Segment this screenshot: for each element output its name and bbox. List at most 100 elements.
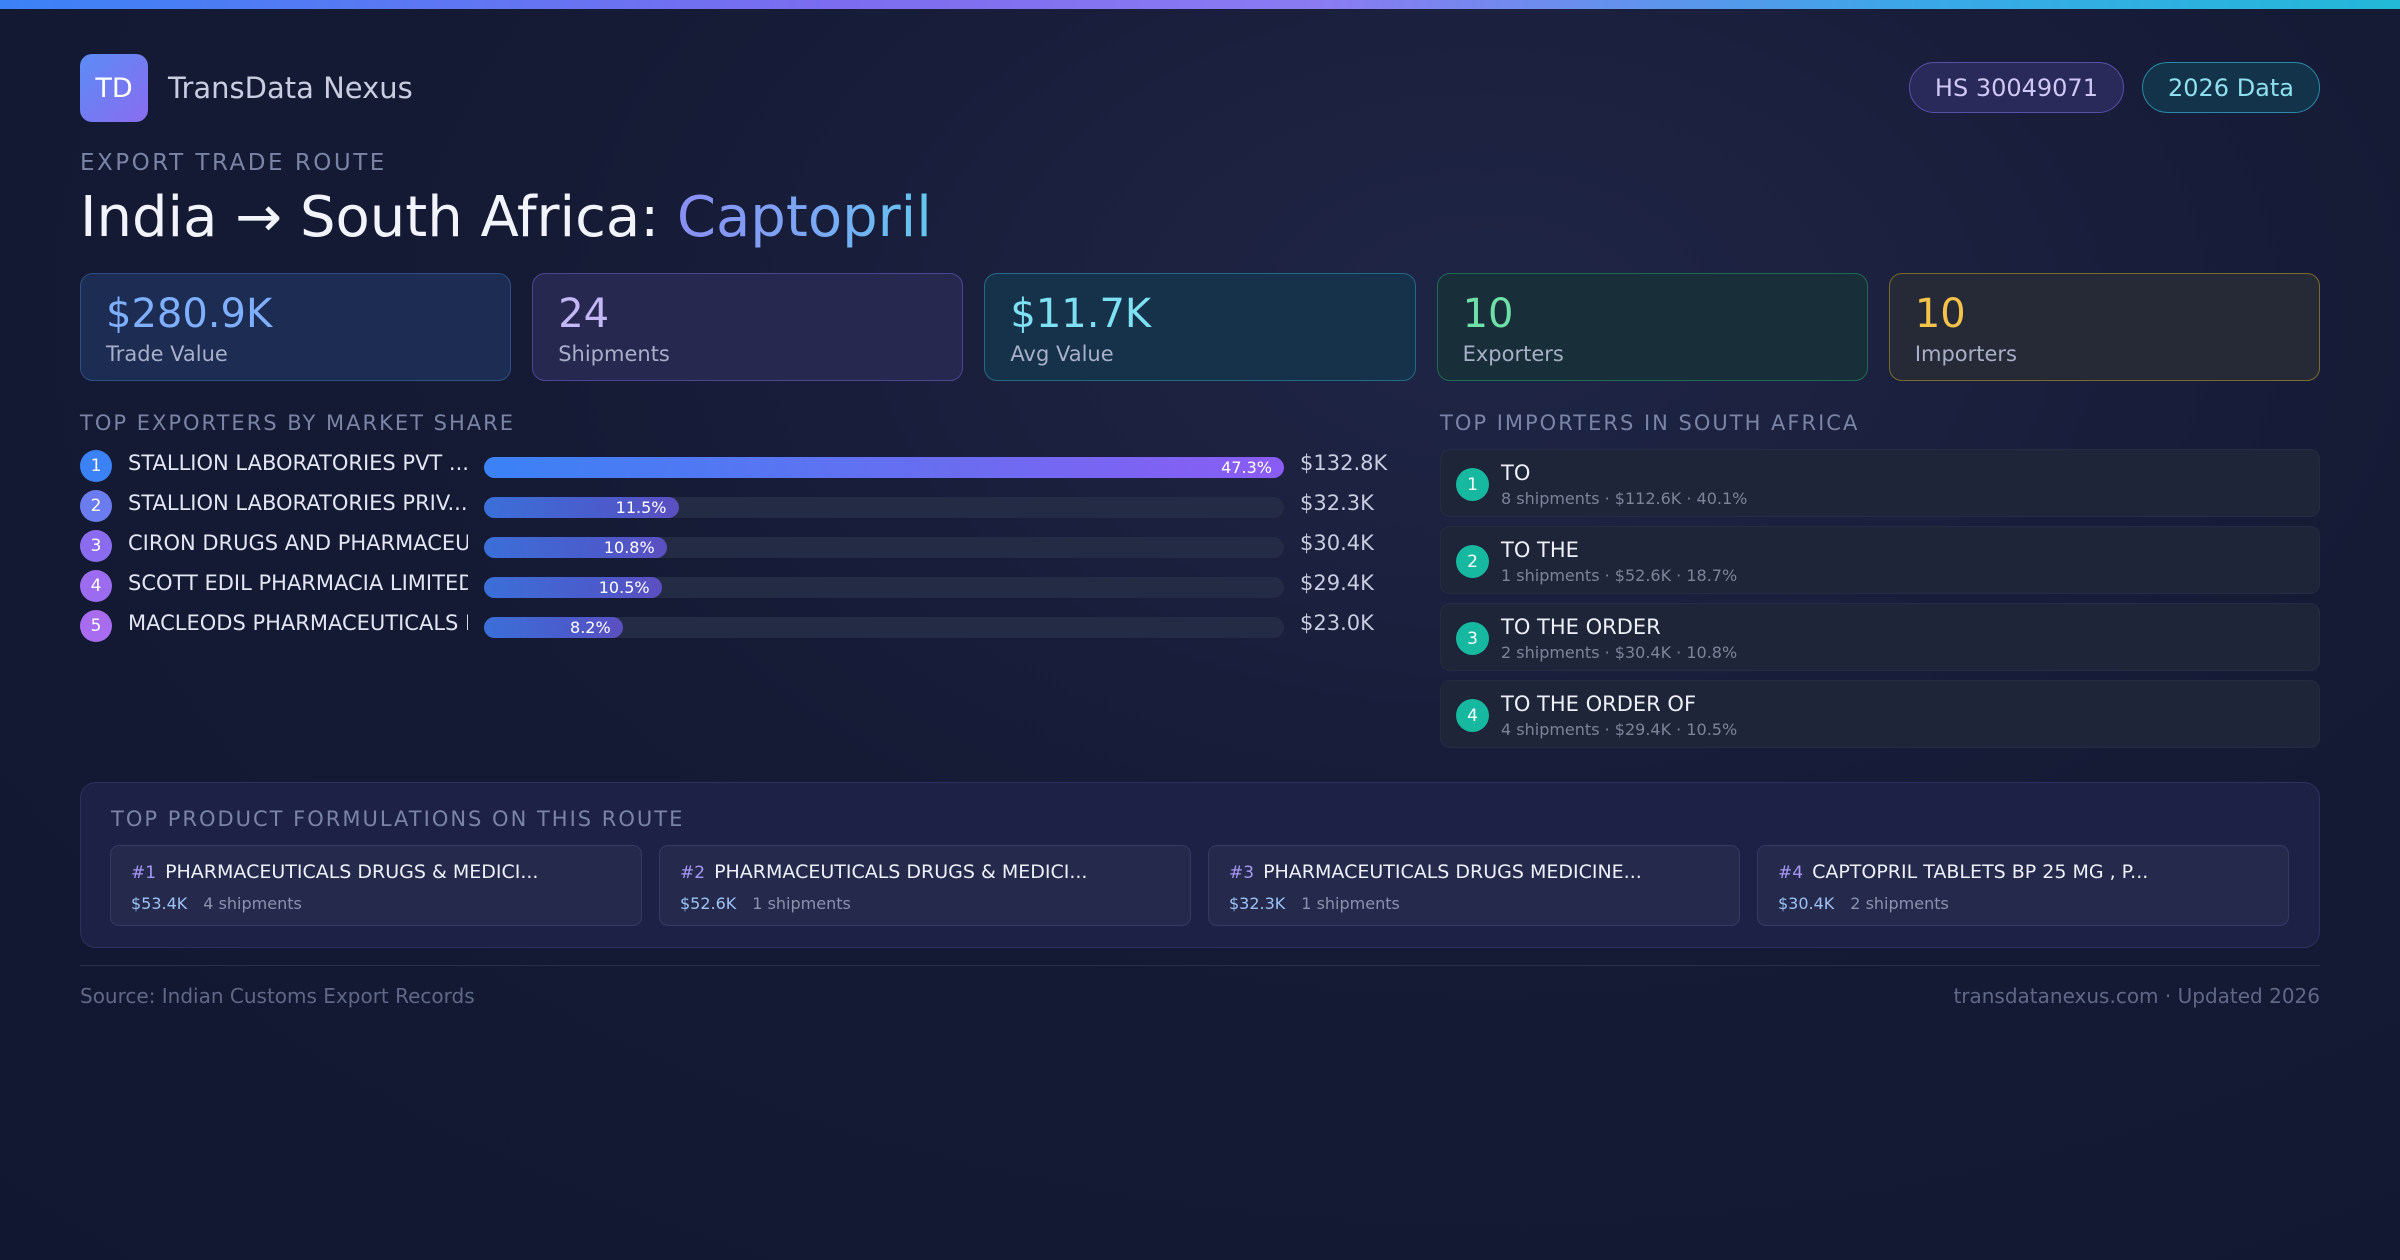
exporter-rank: 2 — [80, 490, 112, 522]
exporter-share-bar: 10.8% — [484, 537, 667, 558]
exporter-value: $29.4K — [1300, 571, 1374, 595]
hs-code-badge: HS 30049071 — [1908, 62, 2124, 113]
importer-name: TO THE ORDER OF — [1501, 692, 1697, 716]
formulation-rank: #1 — [131, 863, 157, 883]
exporter-rank: 4 — [80, 570, 112, 602]
exporters-list: 1 STALLION LABORATORIES PVT ... 47.3% $132.… — [80, 447, 1387, 647]
exporters-section-label: TOP EXPORTERS BY MARKET SHARE — [80, 411, 516, 435]
exporter-name: MACLEODS PHARMACEUTICALS L... — [128, 611, 468, 635]
route-eyebrow: EXPORT TRADE ROUTE — [80, 150, 387, 176]
formulation-name: CAPTOPRIL TABLETS BP 25 MG , P... — [1812, 861, 2149, 883]
importers-section-label: TOP IMPORTERS IN SOUTH AFRICA — [1440, 411, 1860, 435]
importer-name: TO THE ORDER — [1501, 615, 1661, 639]
formulation-value: $53.4K — [131, 894, 188, 913]
formulation-meta: $53.4K 4 shipments — [131, 894, 302, 913]
stat-label: Avg Value — [1010, 342, 1114, 366]
importer-card[interactable]: 1 TO 8 shipments · $112.6K · 40.1% — [1440, 449, 2320, 517]
importers-list: 1 TO 8 shipments · $112.6K · 40.1% 2 TO THE 1… — [1440, 449, 2320, 757]
brand-logo: TD — [80, 54, 148, 122]
stat-exporters: 10 Exporters — [1436, 273, 1868, 381]
footer-source: Source: Indian Customs Export Records — [80, 984, 475, 1008]
importer-card[interactable]: 2 TO THE 1 shipments · $52.6K · 18.7% — [1440, 526, 2320, 594]
formulation-rank: #3 — [1229, 863, 1255, 883]
formulation-value: $52.6K — [680, 894, 737, 913]
exporter-row[interactable]: 3 CIRON DRUGS AND PHARMACEUT... 10.8% $30.4… — [80, 527, 1380, 567]
formulations-cards: #1 PHARMACEUTICALS DRUGS & MEDICI... $53.4… — [110, 845, 2289, 926]
stat-cards: $280.9K Trade Value 24 Shipments $11.7K … — [80, 273, 2321, 381]
stat-value: 10 — [1914, 291, 1966, 337]
exporter-row[interactable]: 4 SCOTT EDIL PHARMACIA LIMITED 10.5% $29.4K — [80, 567, 1380, 607]
stat-value: 10 — [1462, 291, 1514, 337]
exporter-share-label: 11.5% — [615, 498, 667, 517]
exporter-rank: 1 — [80, 450, 112, 482]
formulation-name: PHARMACEUTICALS DRUGS & MEDICI... — [714, 861, 1088, 883]
product-name: Captopril — [676, 185, 932, 250]
stat-value: $280.9K — [106, 291, 273, 337]
brand[interactable]: TD TransData Nexus — [80, 54, 413, 122]
formulation-shipments: 1 shipments — [752, 894, 851, 913]
page-title: India → South Africa: Captopril — [80, 185, 932, 250]
exporter-name: STALLION LABORATORIES PVT ... — [128, 451, 468, 475]
exporter-name: CIRON DRUGS AND PHARMACEUT... — [128, 531, 468, 555]
importer-card[interactable]: 4 TO THE ORDER OF 4 shipments · $29.4K · 1… — [1440, 680, 2320, 748]
exporter-name: SCOTT EDIL PHARMACIA LIMITED — [128, 571, 468, 595]
exporter-value: $132.8K — [1300, 451, 1388, 475]
formulation-title: #4 CAPTOPRIL TABLETS BP 25 MG , P... — [1778, 861, 2148, 883]
formulation-shipments: 1 shipments — [1301, 894, 1400, 913]
exporter-row[interactable]: 1 STALLION LABORATORIES PVT ... 47.3% $132.… — [80, 447, 1387, 487]
data-year-badge: 2026 Data — [2141, 62, 2320, 113]
formulation-meta: $32.3K 1 shipments — [1229, 894, 1400, 913]
exporter-share-label: 8.2% — [570, 618, 611, 637]
importer-rank: 3 — [1456, 622, 1489, 655]
exporter-rank: 3 — [80, 530, 112, 562]
formulation-card[interactable]: #1 PHARMACEUTICALS DRUGS & MEDICI... $53.4… — [110, 845, 642, 926]
stat-label: Exporters — [1462, 342, 1564, 366]
importer-name: TO THE — [1501, 538, 1579, 562]
formulation-value: $32.3K — [1229, 894, 1286, 913]
stat-avg-value: $11.7K Avg Value — [984, 273, 1416, 381]
formulation-card[interactable]: #2 PHARMACEUTICALS DRUGS & MEDICI... $52.6… — [659, 845, 1191, 926]
formulations-panel: TOP PRODUCT FORMULATIONS ON THIS ROUTE #… — [80, 782, 2320, 948]
importer-meta: 8 shipments · $112.6K · 40.1% — [1501, 489, 1748, 508]
formulation-title: #3 PHARMACEUTICALS DRUGS MEDICINE... — [1229, 861, 1642, 883]
exporter-share-track: 10.8% — [484, 537, 1284, 558]
formulation-card[interactable]: #3 PHARMACEUTICALS DRUGS MEDICINE... $32.3… — [1208, 845, 1740, 926]
importer-meta: 1 shipments · $52.6K · 18.7% — [1501, 566, 1738, 585]
importer-rank: 2 — [1456, 545, 1489, 578]
route-title: India → South Africa: — [80, 185, 677, 250]
formulation-shipments: 2 shipments — [1850, 894, 1949, 913]
formulation-shipments: 4 shipments — [203, 894, 302, 913]
exporter-value: $23.0K — [1300, 611, 1374, 635]
formulations-section-label: TOP PRODUCT FORMULATIONS ON THIS ROUTE — [111, 807, 685, 831]
exporter-share-bar: 47.3% — [484, 457, 1284, 478]
exporter-share-label: 47.3% — [1221, 458, 1272, 477]
top-accent-bar — [0, 0, 2400, 9]
formulation-card[interactable]: #4 CAPTOPRIL TABLETS BP 25 MG , P... $30.4… — [1757, 845, 2289, 926]
page: TD TransData Nexus HS 30049071 2026 Data… — [80, 0, 2321, 1260]
exporter-name: STALLION LABORATORIES PRIV... — [128, 491, 468, 515]
stat-shipments: 24 Shipments — [532, 273, 964, 381]
stat-label: Importers — [1914, 342, 2018, 366]
exporter-value: $30.4K — [1300, 531, 1374, 555]
exporter-share-bar: 10.5% — [484, 577, 662, 598]
exporter-share-label: 10.5% — [598, 578, 650, 597]
importer-rank: 1 — [1456, 468, 1489, 501]
exporter-share-bar: 11.5% — [484, 497, 679, 518]
stat-importers: 10 Importers — [1888, 273, 2321, 381]
stat-value: 24 — [558, 291, 610, 337]
exporter-share-track: 11.5% — [484, 497, 1284, 518]
exporter-row[interactable]: 2 STALLION LABORATORIES PRIV... 11.5% $32.3… — [80, 487, 1380, 527]
formulation-value: $30.4K — [1778, 894, 1835, 913]
exporter-rank: 5 — [80, 610, 112, 642]
footer-site[interactable]: transdatanexus.com · Updated 2026 — [1953, 984, 2320, 1008]
exporter-share-bar: 8.2% — [484, 617, 623, 638]
importer-card[interactable]: 3 TO THE ORDER 2 shipments · $30.4K · 10.8… — [1440, 603, 2320, 671]
exporter-value: $32.3K — [1300, 491, 1374, 515]
formulation-title: #2 PHARMACEUTICALS DRUGS & MEDICI... — [680, 861, 1087, 883]
stat-value: $11.7K — [1010, 291, 1152, 337]
exporter-share-track: 10.5% — [484, 577, 1284, 598]
formulation-meta: $30.4K 2 shipments — [1778, 894, 1949, 913]
exporter-row[interactable]: 5 MACLEODS PHARMACEUTICALS L... 8.2% $23.0K — [80, 607, 1380, 647]
formulation-title: #1 PHARMACEUTICALS DRUGS & MEDICI... — [131, 861, 538, 883]
stat-trade-value: $280.9K Trade Value — [80, 273, 512, 381]
